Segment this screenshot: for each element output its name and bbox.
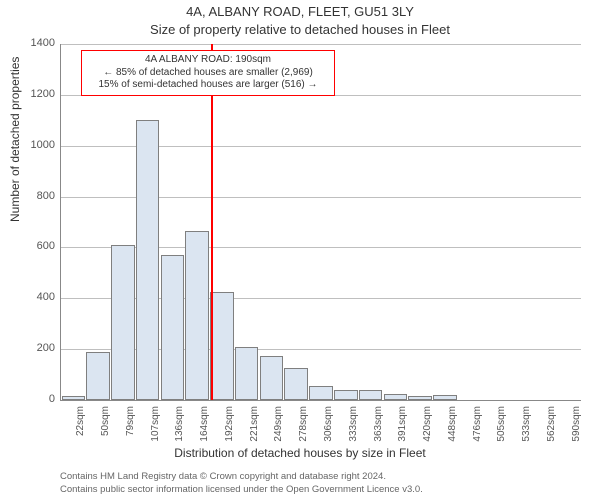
histogram-bar bbox=[334, 390, 358, 400]
x-tick-label: 79sqm bbox=[125, 406, 136, 456]
histogram-bar bbox=[161, 255, 185, 400]
x-tick-label: 448sqm bbox=[447, 406, 458, 456]
x-tick-label: 164sqm bbox=[199, 406, 210, 456]
y-tick-label: 1000 bbox=[0, 139, 55, 151]
y-tick-label: 1200 bbox=[0, 88, 55, 100]
x-tick-label: 363sqm bbox=[373, 406, 384, 456]
histogram-bar bbox=[210, 292, 234, 400]
annotation-line-3: 15% of semi-detached houses are larger (… bbox=[88, 79, 328, 92]
histogram-bar bbox=[408, 396, 432, 400]
gridline bbox=[61, 44, 581, 45]
x-tick-label: 107sqm bbox=[150, 406, 161, 456]
property-marker-line bbox=[211, 44, 213, 400]
y-tick-label: 400 bbox=[0, 291, 55, 303]
x-tick-label: 22sqm bbox=[75, 406, 86, 456]
x-tick-label: 333sqm bbox=[348, 406, 359, 456]
x-tick-label: 533sqm bbox=[521, 406, 532, 456]
x-tick-label: 278sqm bbox=[298, 406, 309, 456]
x-tick-label: 562sqm bbox=[546, 406, 557, 456]
annotation-line-1: 4A ALBANY ROAD: 190sqm bbox=[88, 54, 328, 67]
histogram-bar bbox=[235, 347, 259, 400]
y-tick-label: 0 bbox=[0, 393, 55, 405]
plot-area: 4A ALBANY ROAD: 190sqm ← 85% of detached… bbox=[60, 44, 581, 401]
histogram-bar bbox=[62, 396, 86, 400]
y-tick-label: 200 bbox=[0, 342, 55, 354]
x-tick-label: 306sqm bbox=[323, 406, 334, 456]
histogram-bar bbox=[433, 395, 457, 400]
x-tick-label: 391sqm bbox=[397, 406, 408, 456]
x-tick-label: 420sqm bbox=[422, 406, 433, 456]
x-tick-label: 505sqm bbox=[496, 406, 507, 456]
x-tick-label: 50sqm bbox=[100, 406, 111, 456]
histogram-bar bbox=[136, 120, 160, 400]
footer-line-2: Contains public sector information licen… bbox=[60, 484, 423, 496]
histogram-bar bbox=[185, 231, 209, 400]
chart-title-desc: Size of property relative to detached ho… bbox=[0, 22, 600, 37]
x-tick-label: 476sqm bbox=[472, 406, 483, 456]
x-tick-label: 249sqm bbox=[273, 406, 284, 456]
histogram-bar bbox=[309, 386, 333, 400]
x-tick-label: 136sqm bbox=[174, 406, 185, 456]
y-tick-label: 1400 bbox=[0, 37, 55, 49]
footer-line-1: Contains HM Land Registry data © Crown c… bbox=[60, 471, 423, 483]
chart-footer: Contains HM Land Registry data © Crown c… bbox=[60, 471, 423, 496]
x-tick-label: 221sqm bbox=[249, 406, 260, 456]
annotation-line-2: ← 85% of detached houses are smaller (2,… bbox=[88, 67, 328, 80]
histogram-bar bbox=[284, 368, 308, 400]
histogram-bar bbox=[359, 390, 383, 400]
histogram-bar bbox=[111, 245, 135, 400]
histogram-bar bbox=[86, 352, 110, 400]
x-tick-label: 590sqm bbox=[571, 406, 582, 456]
histogram-bar bbox=[384, 394, 408, 400]
histogram-bar bbox=[260, 356, 284, 401]
y-tick-label: 600 bbox=[0, 240, 55, 252]
chart-title-address: 4A, ALBANY ROAD, FLEET, GU51 3LY bbox=[0, 4, 600, 19]
x-tick-label: 192sqm bbox=[224, 406, 235, 456]
property-annotation-box: 4A ALBANY ROAD: 190sqm ← 85% of detached… bbox=[81, 50, 335, 96]
y-tick-label: 800 bbox=[0, 190, 55, 202]
size-distribution-chart: 4A, ALBANY ROAD, FLEET, GU51 3LY Size of… bbox=[0, 0, 600, 500]
